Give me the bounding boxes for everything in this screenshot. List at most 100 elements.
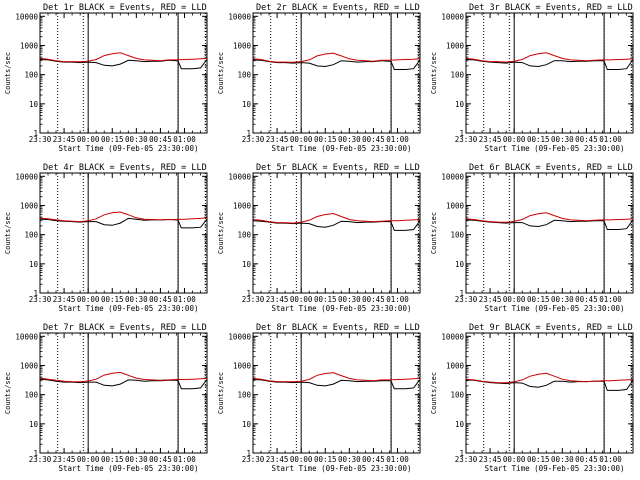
x-axis-label: Start Time (09-Feb-05 23:30:00) — [485, 304, 625, 313]
y-tick-label: 1000 — [446, 361, 465, 370]
x-tick-label: 00:00 — [77, 135, 100, 144]
x-tick-label: 00:00 — [503, 455, 526, 464]
y-tick-label: 1 — [459, 449, 464, 458]
events-series-line — [39, 378, 208, 390]
y-tick-label: 10000 — [15, 172, 38, 181]
x-tick-label: 00:45 — [149, 295, 172, 304]
x-tick-label: 00:45 — [362, 135, 385, 144]
x-tick-label: 00:45 — [362, 295, 385, 304]
y-tick-label: 1000 — [20, 361, 39, 370]
y-tick-label: 1000 — [233, 361, 252, 370]
x-tick-label: 23:45 — [53, 455, 76, 464]
y-tick-label: 100 — [24, 231, 38, 240]
y-tick-label: 1 — [33, 289, 38, 298]
y-axis-label: Counts/sec — [217, 212, 225, 254]
events-series-line — [39, 59, 208, 70]
x-tick-label: 23:45 — [479, 455, 502, 464]
x-tick-label: 23:45 — [266, 135, 289, 144]
y-tick-label: 10 — [29, 100, 39, 109]
x-axis-label: Start Time (09-Feb-05 23:30:00) — [272, 304, 412, 313]
x-tick-label: 23:30 — [242, 135, 265, 144]
y-tick-label: 1000 — [233, 201, 252, 210]
y-axis-label: Counts/sec — [217, 372, 225, 414]
x-tick-label: 01:00 — [599, 295, 622, 304]
x-tick-label: 01:00 — [173, 455, 196, 464]
plot-frame — [252, 12, 421, 134]
x-tick-label: 00:00 — [290, 455, 313, 464]
x-tick-label: 23:45 — [53, 135, 76, 144]
x-tick-label: 23:30 — [242, 455, 265, 464]
y-tick-label: 100 — [237, 231, 251, 240]
detector-panel: Det 5r BLACK = Events, RED = LLD Counts/s… — [217, 163, 421, 313]
x-tick-label: 01:00 — [173, 295, 196, 304]
events-series-line — [39, 217, 208, 229]
y-tick-label: 10 — [242, 100, 252, 109]
x-tick-label: 23:30 — [29, 455, 52, 464]
x-tick-label: 00:30 — [551, 455, 574, 464]
x-tick-label: 00:30 — [551, 295, 574, 304]
x-axis-label: Start Time (09-Feb-05 23:30:00) — [272, 144, 412, 153]
x-tick-label: 00:45 — [575, 455, 598, 464]
y-tick-label: 10 — [455, 420, 465, 429]
y-tick-label: 100 — [450, 231, 464, 240]
lld-series-line — [465, 52, 634, 63]
y-axis-label: Counts/sec — [4, 52, 12, 94]
panel-title: Det 3r BLACK = Events, RED = LLD — [469, 3, 633, 13]
lld-series-line — [252, 212, 421, 224]
x-tick-label: 00:15 — [101, 135, 124, 144]
y-tick-label: 100 — [450, 391, 464, 400]
x-axis-label: Start Time (09-Feb-05 23:30:00) — [59, 464, 199, 473]
x-tick-label: 23:30 — [29, 135, 52, 144]
y-tick-label: 1 — [246, 289, 251, 298]
panel-title: Det 4r BLACK = Events, RED = LLD — [43, 163, 207, 173]
x-tick-label: 00:45 — [575, 295, 598, 304]
x-tick-label: 23:45 — [479, 295, 502, 304]
x-tick-label: 01:00 — [599, 135, 622, 144]
x-tick-label: 00:00 — [503, 135, 526, 144]
x-tick-label: 23:45 — [266, 295, 289, 304]
y-tick-label: 10000 — [441, 12, 464, 21]
y-tick-label: 1 — [246, 129, 251, 138]
x-tick-label: 00:00 — [77, 455, 100, 464]
lld-series-line — [252, 52, 421, 63]
x-tick-label: 00:30 — [125, 455, 148, 464]
x-axis-label: Start Time (09-Feb-05 23:30:00) — [485, 464, 625, 473]
x-axis-label: Start Time (09-Feb-05 23:30:00) — [59, 304, 199, 313]
events-series-line — [252, 379, 421, 390]
x-axis-label: Start Time (09-Feb-05 23:30:00) — [272, 464, 412, 473]
y-tick-label: 100 — [24, 71, 38, 80]
panel-title: Det 5r BLACK = Events, RED = LLD — [256, 163, 420, 173]
plot-frame — [465, 172, 634, 294]
x-axis-label: Start Time (09-Feb-05 23:30:00) — [59, 144, 199, 153]
x-tick-label: 00:00 — [290, 295, 313, 304]
plot-frame — [252, 332, 421, 454]
lld-series-line — [39, 211, 208, 223]
x-tick-label: 00:15 — [527, 135, 550, 144]
y-tick-label: 10000 — [228, 172, 251, 181]
x-tick-label: 00:30 — [125, 135, 148, 144]
plot-frame — [465, 332, 634, 454]
panel-title: Det 1r BLACK = Events, RED = LLD — [43, 3, 207, 13]
y-tick-label: 100 — [24, 391, 38, 400]
x-tick-label: 00:15 — [314, 295, 337, 304]
x-tick-label: 23:30 — [29, 295, 52, 304]
y-tick-label: 10000 — [441, 172, 464, 181]
x-tick-label: 23:45 — [53, 295, 76, 304]
x-tick-label: 00:30 — [338, 135, 361, 144]
x-tick-label: 23:30 — [455, 295, 478, 304]
panel-title: Det 6r BLACK = Events, RED = LLD — [469, 163, 633, 173]
detector-panel: Det 3r BLACK = Events, RED = LLD Counts/s… — [430, 3, 634, 153]
panel-title: Det 9r BLACK = Events, RED = LLD — [469, 323, 633, 333]
y-tick-label: 10 — [29, 420, 39, 429]
events-series-line — [465, 59, 634, 70]
y-axis-label: Counts/sec — [4, 212, 12, 254]
lld-series-line — [39, 52, 208, 63]
y-axis-label: Counts/sec — [430, 372, 438, 414]
x-tick-label: 01:00 — [173, 135, 196, 144]
detector-panel: Det 8r BLACK = Events, RED = LLD Counts/s… — [217, 323, 421, 473]
lld-series-line — [39, 371, 208, 383]
detector-panel: Det 6r BLACK = Events, RED = LLD Counts/s… — [430, 163, 634, 313]
y-tick-label: 100 — [237, 391, 251, 400]
y-tick-label: 100 — [450, 71, 464, 80]
